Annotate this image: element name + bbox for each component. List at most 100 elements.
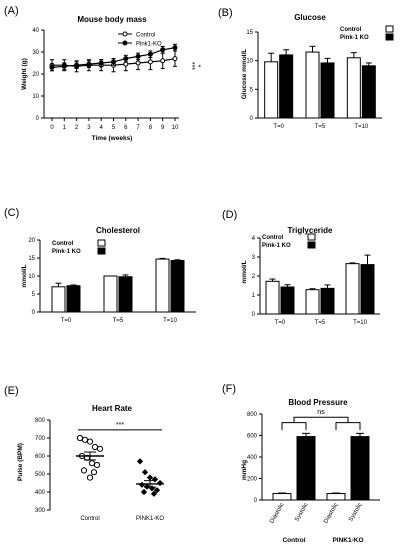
chart-a-x-tick-label: 5 xyxy=(112,125,116,131)
chart-a-x-tick-label: 0 xyxy=(50,125,54,131)
chart-b-ylabel: Glucose mmol/L xyxy=(241,49,248,100)
chart-f-significance: ns xyxy=(317,409,325,416)
chart-a-point xyxy=(111,59,116,65)
chart-d-y-tick-label: 4 xyxy=(252,236,256,242)
chart-a-x-tick-label: 3 xyxy=(87,125,91,131)
chart-a-point xyxy=(49,64,55,70)
chart-f-significance-bracket xyxy=(293,416,349,423)
chart-a-legend-marker xyxy=(122,31,128,37)
chart-a-y-tick-label: 0 xyxy=(36,116,40,122)
chart-c-category-label: T=10 xyxy=(163,318,178,324)
chart-f-category-label: Systolic xyxy=(348,502,364,523)
chart-b-bar xyxy=(279,54,294,119)
chart-d-legend-swatch xyxy=(307,241,316,249)
chart-d-y-tick-label: 1 xyxy=(252,293,256,299)
chart-triglyceride: Triglyceride mmol/L 0 1 2 3 4 T=0 T=5 T=10 Contr… xyxy=(241,226,380,326)
chart-e-y-tick-label: 400 xyxy=(35,490,46,496)
chart-c-legend-swatch xyxy=(97,239,106,247)
chart-b-bar xyxy=(361,65,376,119)
chart-f-bar xyxy=(350,436,370,501)
chart-e-point-control xyxy=(81,436,89,443)
chart-d-y-tick-label: 3 xyxy=(252,255,256,261)
chart-a-significance: *** xyxy=(188,62,195,70)
chart-e-point-control xyxy=(88,460,96,467)
chart-d-bar xyxy=(345,263,360,315)
chart-d-bar xyxy=(320,287,335,315)
chart-a-point xyxy=(135,53,141,59)
chart-c-y-tick-label: 0 xyxy=(32,310,36,316)
chart-e-point-control xyxy=(96,445,104,452)
chart-e-point-pink1-ko xyxy=(140,488,148,496)
chart-a-x-tick-label: 4 xyxy=(100,125,104,131)
chart-f-y-tick-label: 0 xyxy=(254,498,258,504)
chart-e-point-pink1-ko xyxy=(146,474,154,481)
chart-c-category-label: T=5 xyxy=(113,318,124,324)
chart-mouse-body-mass: Mouse body mass Time (weeks) Weight (g) … xyxy=(21,15,201,142)
chart-b-y-tick-label: 0 xyxy=(250,116,254,122)
chart-a-x-tick-label: 10 xyxy=(172,125,179,131)
chart-c-legend-label: Control xyxy=(52,241,74,247)
chart-f-category-label: Diastolic xyxy=(323,502,340,525)
chart-a-x-tick-label: 6 xyxy=(124,125,128,131)
chart-a-legend-marker xyxy=(122,40,128,46)
chart-e-point-control xyxy=(86,474,94,481)
chart-a-title: Mouse body mass xyxy=(77,15,147,24)
chart-e-y-tick-label: 500 xyxy=(35,472,46,478)
chart-a-point xyxy=(147,59,153,65)
chart-e-point-control xyxy=(93,461,101,469)
chart-blood-pressure: Blood Pressure mmHg 0 200 400 600 800 Diastol… xyxy=(241,398,380,544)
chart-a-x-tick-label: 1 xyxy=(63,125,67,131)
chart-glucose: Glucose Glucose mmol/L 0 5 10 15 T=0 T=5 T=10 C… xyxy=(241,13,394,130)
chart-c-y-tick-label: 20 xyxy=(28,238,35,244)
chart-f-category-label: Diastolic xyxy=(269,502,286,525)
chart-a-point xyxy=(135,60,141,66)
chart-a-point xyxy=(123,56,129,62)
chart-f-y-tick-label: 800 xyxy=(247,412,258,418)
chart-c-bar xyxy=(118,276,133,313)
chart-e-y-tick-label: 800 xyxy=(35,418,46,424)
chart-f-bracket-pink1-ko xyxy=(335,422,361,431)
chart-a-x-tick-label: 8 xyxy=(149,125,153,131)
chart-heart-rate: Heart Rate Pulse (BPM) 300 400 500 600 700 80… xyxy=(17,404,164,522)
panel-label-e: (E) xyxy=(4,385,19,397)
chart-d-category-label: T=10 xyxy=(353,320,368,326)
chart-a-x-tick-label: 2 xyxy=(75,125,79,131)
chart-e-category-label: PINK1-KO xyxy=(136,516,164,522)
chart-d-legend-label: Control xyxy=(262,235,284,241)
chart-b-bar xyxy=(264,61,279,119)
chart-b-category-label: T=10 xyxy=(354,124,369,130)
chart-f-bar xyxy=(272,493,292,501)
chart-f-title: Blood Pressure xyxy=(288,398,348,407)
chart-f-group-label: Control xyxy=(282,537,305,544)
chart-c-y-tick-label: 5 xyxy=(32,292,36,298)
chart-a-ylabel: Weight (g) xyxy=(21,58,28,90)
chart-c-legend-swatch xyxy=(97,247,106,255)
chart-c-legend-label: Pink-1 KO xyxy=(52,249,81,255)
chart-b-bar xyxy=(346,57,361,119)
chart-e-point-control xyxy=(80,467,88,474)
chart-f-ylabel: mmHg xyxy=(241,460,248,480)
chart-a-x-tick-label: 7 xyxy=(136,125,140,131)
chart-f-y-tick-label: 200 xyxy=(247,477,258,483)
chart-a-point xyxy=(123,61,129,67)
chart-c-category-label: T=0 xyxy=(61,318,72,324)
chart-b-bar xyxy=(320,62,335,119)
panel-label-b: (B) xyxy=(218,7,233,19)
chart-a-point xyxy=(172,45,178,51)
chart-c-ylabel: mmol/L xyxy=(21,264,28,287)
chart-f-group-label: PINK1-KO xyxy=(332,537,363,544)
chart-d-y-tick-label: 2 xyxy=(252,274,256,280)
chart-e-y-tick-label: 600 xyxy=(35,454,46,460)
chart-d-y-tick-label: 0 xyxy=(252,312,256,318)
chart-e-point-control xyxy=(76,434,84,442)
chart-e-point-pink1-ko xyxy=(156,479,164,487)
chart-a-x-tick-label: 9 xyxy=(161,125,165,131)
chart-f-y-tick-label: 400 xyxy=(247,455,258,461)
chart-cholesterol: Cholesterol mmol/L 0 5 10 15 20 T=0 T=5 T=10 Con… xyxy=(21,226,196,324)
chart-e-title: Heart Rate xyxy=(92,404,133,413)
chart-d-category-label: T=5 xyxy=(315,320,326,326)
chart-e-point-pink1-ko xyxy=(136,458,144,465)
chart-c-bar xyxy=(103,275,118,313)
chart-c-bar xyxy=(66,285,81,313)
